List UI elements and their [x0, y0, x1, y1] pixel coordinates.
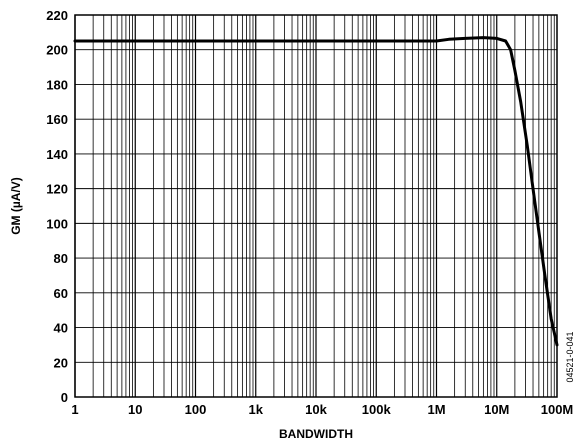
y-tick-label: 0 — [61, 390, 68, 405]
x-tick-label: 10M — [484, 402, 509, 417]
x-tick-label: 10 — [128, 402, 142, 417]
x-tick-label: 10k — [305, 402, 327, 417]
x-axis-label: BANDWIDTH — [279, 427, 353, 441]
y-tick-label: 120 — [46, 182, 68, 197]
y-tick-label: 140 — [46, 147, 68, 162]
y-tick-label: 200 — [46, 43, 68, 58]
y-axis-label: GM (µA/V) — [9, 177, 23, 235]
figure-code: 04521-0-041 — [565, 331, 575, 382]
gm-series-line — [73, 36, 559, 347]
x-tick-label: 1M — [427, 402, 445, 417]
y-tick-label: 20 — [54, 355, 68, 370]
y-tick-label: 100 — [46, 216, 68, 231]
y-tick-label: 60 — [54, 286, 68, 301]
y-tick-label: 80 — [54, 251, 68, 266]
grid — [74, 14, 557, 398]
plot-frame — [74, 14, 558, 398]
x-tick-label: 1k — [249, 402, 264, 417]
y-tick-label: 160 — [46, 112, 68, 127]
y-tick-label: 40 — [54, 321, 68, 336]
x-tick-label: 1 — [71, 402, 78, 417]
data-series — [73, 36, 559, 347]
y-tick-label: 180 — [46, 77, 68, 92]
x-tick-label: 100M — [541, 402, 574, 417]
x-tick-label: 100 — [185, 402, 207, 417]
tick-labels: 1 10 100 1k 10k 100k 1M 10M 100M 0 20 40 60 80 100 120 1… — [46, 8, 573, 417]
x-tick-label: 100k — [362, 402, 392, 417]
y-tick-label: 220 — [46, 8, 68, 23]
